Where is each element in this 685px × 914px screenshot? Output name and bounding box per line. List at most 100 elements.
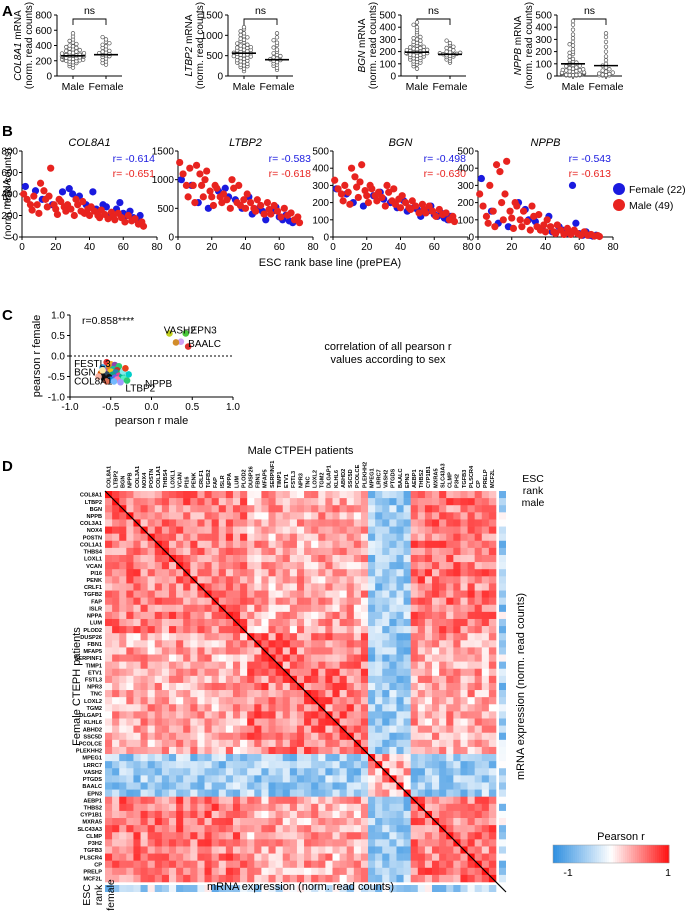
heatmap-cell	[453, 618, 461, 627]
data-point	[607, 71, 612, 77]
legend-swatch	[613, 199, 625, 211]
column-label: ETV1	[284, 474, 290, 488]
heatmap-cell	[467, 718, 475, 726]
heatmap-cell	[474, 533, 483, 542]
heatmap-cell	[439, 690, 447, 698]
data-point-male	[535, 211, 543, 219]
heatmap-cell	[240, 597, 248, 606]
heatmap-cell	[382, 789, 390, 797]
heatmap-cell	[296, 690, 305, 698]
heatmap-cell	[360, 533, 369, 542]
heatmap-cell	[119, 810, 127, 819]
heatmap-cell	[147, 569, 156, 577]
heatmap-cell	[439, 782, 447, 790]
data-point-male	[280, 204, 288, 212]
heatmap-cell	[190, 654, 198, 662]
heatmap-cell	[417, 604, 426, 613]
heatmap-cell	[154, 590, 163, 598]
esc-rank-male-cell	[499, 498, 506, 506]
heatmap-cell	[282, 846, 291, 854]
heatmap-cell	[275, 832, 284, 840]
heatmap-cell	[396, 761, 404, 769]
heatmap-cell	[275, 498, 284, 506]
heatmap-cell	[147, 654, 156, 662]
column-label: NPPA	[227, 473, 233, 488]
heatmap-cell	[133, 754, 141, 762]
heatmap-cell	[119, 803, 127, 812]
esc-rank-female-cell	[467, 885, 475, 892]
heatmap-cell	[204, 768, 212, 776]
data-point-male	[506, 207, 514, 215]
heatmap-cell	[474, 526, 483, 534]
column-label: POSTN	[149, 469, 155, 488]
heatmap-cell	[161, 597, 170, 606]
heatmap-cell	[197, 626, 205, 634]
heatmap-cell	[296, 853, 305, 861]
heatmap-cell	[396, 604, 404, 613]
heatmap-cell	[353, 505, 362, 513]
data-point-male	[186, 164, 194, 172]
heatmap-cell	[432, 569, 440, 577]
colorbar-segment	[667, 845, 670, 863]
heatmap-cell	[218, 697, 227, 705]
data-point-male	[36, 179, 45, 187]
heatmap-cell	[261, 725, 269, 734]
data-point	[600, 72, 605, 77]
esc-rank-male-cell	[499, 874, 506, 883]
heatmap-cell	[424, 846, 433, 854]
heatmap-cell	[275, 540, 284, 549]
heatmap-cell	[360, 825, 369, 833]
row-label: COL8A1	[80, 493, 102, 499]
heatmap-cell	[353, 576, 362, 584]
heatmap-cell	[410, 654, 419, 662]
heatmap-cell	[204, 576, 212, 584]
heatmap-cell	[346, 860, 355, 869]
heatmap-cell	[261, 554, 269, 563]
heatmap-cell	[261, 732, 269, 741]
heatmap-cell	[467, 547, 475, 556]
colorbar-segment	[609, 845, 612, 863]
heatmap-cell	[204, 732, 212, 741]
heatmap-cell	[147, 832, 156, 840]
heatmap-cell	[240, 533, 248, 542]
heatmap-cell	[204, 668, 212, 677]
heatmap-cell	[126, 690, 134, 698]
heatmap-cell	[261, 874, 269, 883]
row-label: ETV1	[88, 670, 102, 676]
heatmap-cell	[232, 661, 241, 670]
heatmap-cell	[275, 867, 284, 876]
heatmap-cell	[353, 618, 362, 627]
data-point-female	[262, 216, 270, 224]
heatmap-cell	[190, 782, 198, 790]
row-label: NPPB	[86, 514, 102, 520]
heatmap-cell	[154, 860, 163, 869]
heatmap-cell	[460, 768, 468, 776]
heatmap-cell	[417, 761, 426, 769]
heatmap-cell	[382, 697, 390, 705]
heatmap-cell	[197, 540, 205, 549]
heatmap-cell	[282, 853, 291, 861]
heatmap-cell	[112, 874, 120, 883]
heatmap-cell	[304, 832, 312, 840]
column-label: PLOD2	[241, 469, 247, 488]
heatmap-cell	[254, 796, 262, 805]
heatmap-cell	[453, 711, 461, 719]
heatmap-cell	[126, 590, 134, 598]
row-label: SERPINF1	[75, 656, 102, 662]
data-point-male	[425, 202, 433, 210]
heatmap-cell	[161, 668, 170, 677]
heatmap-cell	[133, 661, 141, 670]
heatmap-cell	[247, 661, 255, 670]
heatmap-cell	[332, 626, 340, 634]
heatmap-cell	[375, 675, 383, 684]
heatmap-cell	[467, 498, 475, 506]
heatmap-cell	[176, 874, 184, 883]
heatmap-cell	[474, 640, 483, 648]
heatmap-cell	[232, 583, 241, 591]
heatmap-cell	[168, 704, 177, 712]
heatmap-cell	[261, 867, 269, 876]
heatmap-cell	[190, 611, 198, 620]
heatmap-cell	[332, 512, 340, 520]
heatmap-cell	[261, 562, 269, 570]
